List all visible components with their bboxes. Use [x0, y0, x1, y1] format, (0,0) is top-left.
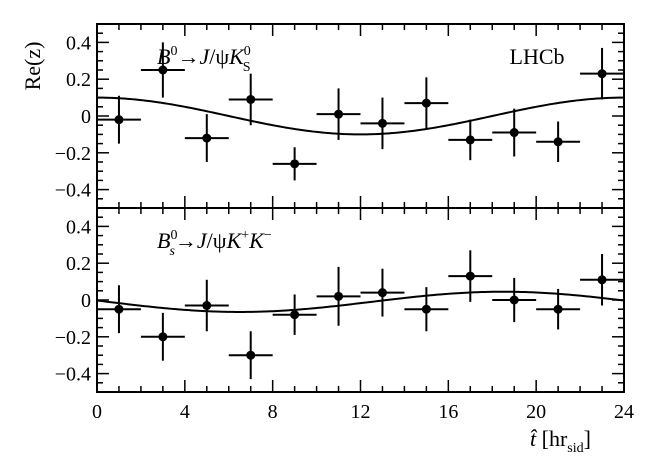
top-panel-fit-curve	[96, 96, 625, 136]
data-marker	[334, 291, 344, 301]
data-point	[228, 73, 273, 126]
bottom-panel-fit-curve	[96, 290, 625, 313]
data-marker	[421, 304, 431, 314]
data-marker	[509, 295, 519, 305]
data-marker	[114, 115, 124, 125]
data-point	[580, 47, 624, 100]
top-panel-data-points	[97, 42, 624, 181]
data-point	[316, 88, 361, 140]
y-tick-label: 0	[81, 290, 91, 312]
data-marker	[553, 137, 563, 147]
data-point	[448, 119, 493, 161]
y-tick-label: 0	[81, 106, 91, 128]
y-tick-label: −0.2	[55, 143, 91, 165]
top-panel-ticks	[96, 23, 625, 209]
data-point	[316, 266, 361, 326]
y-tick-label: −0.4	[55, 180, 91, 202]
data-point	[140, 42, 185, 98]
data-marker	[158, 65, 168, 75]
x-tick-label: 4	[180, 401, 190, 423]
data-marker	[465, 135, 475, 145]
bottom-panel-ticks	[96, 207, 625, 393]
data-marker	[202, 133, 212, 143]
data-marker	[290, 310, 300, 320]
top-panel-annotation: B0→J/ψK0 S	[157, 44, 251, 75]
x-tick-label: 20	[526, 401, 546, 423]
bottom-panel-annotation: B0 s→J/ψK+K−	[157, 228, 272, 259]
y-tick-label: 0.4	[66, 216, 91, 238]
data-marker	[509, 128, 519, 138]
y-tick-label: 0.4	[66, 32, 91, 54]
data-marker	[553, 304, 563, 314]
data-point	[492, 277, 537, 323]
data-point	[272, 147, 317, 181]
data-marker	[465, 271, 475, 281]
x-tick-label: 12	[351, 401, 371, 423]
y-tick-label: 0.2	[66, 69, 91, 91]
data-point	[97, 285, 141, 334]
data-point	[536, 288, 581, 330]
data-point	[272, 294, 317, 335]
top-panel-y-tick-labels: −0.4 −0.2 0 0.2 0.4	[55, 32, 91, 201]
data-point	[360, 97, 405, 150]
bottom-panel-data-points	[97, 250, 624, 380]
y-tick-label: −0.2	[55, 327, 91, 349]
bottom-panel-y-tick-labels: −0.4 −0.2 0 0.2 0.4	[55, 216, 91, 385]
data-marker	[334, 109, 344, 119]
data-marker	[597, 69, 607, 79]
data-point	[536, 121, 581, 162]
data-marker	[377, 118, 387, 128]
data-point	[228, 331, 273, 380]
data-point	[184, 279, 229, 332]
experiment-label: LHCb	[510, 44, 565, 69]
x-tick-label: 24	[614, 401, 634, 423]
data-marker	[158, 332, 168, 342]
data-point	[404, 77, 449, 129]
data-marker	[290, 159, 300, 169]
x-axis-label: t̂ [hrsid]	[530, 426, 591, 456]
data-point	[580, 254, 624, 306]
data-point	[360, 268, 405, 317]
data-marker	[246, 94, 256, 104]
data-point	[140, 312, 185, 361]
data-point	[492, 108, 537, 157]
y-tick-label: −0.4	[55, 364, 91, 386]
data-marker	[421, 98, 431, 108]
x-tick-label: 16	[438, 401, 458, 423]
data-marker	[246, 350, 256, 360]
data-point	[404, 287, 449, 332]
data-marker	[114, 304, 124, 314]
x-tick-label: 8	[268, 401, 278, 423]
y-axis-label: Re(z)	[20, 42, 45, 91]
data-point	[97, 95, 141, 144]
x-tick-labels: 0 4 8 12 16 20 24	[92, 401, 634, 423]
data-point	[448, 250, 493, 302]
data-marker	[597, 275, 607, 285]
x-tick-label: 0	[92, 401, 102, 423]
y-tick-label: 0.2	[66, 253, 91, 275]
data-point	[184, 114, 229, 162]
data-marker	[202, 301, 212, 311]
data-marker	[377, 288, 387, 298]
